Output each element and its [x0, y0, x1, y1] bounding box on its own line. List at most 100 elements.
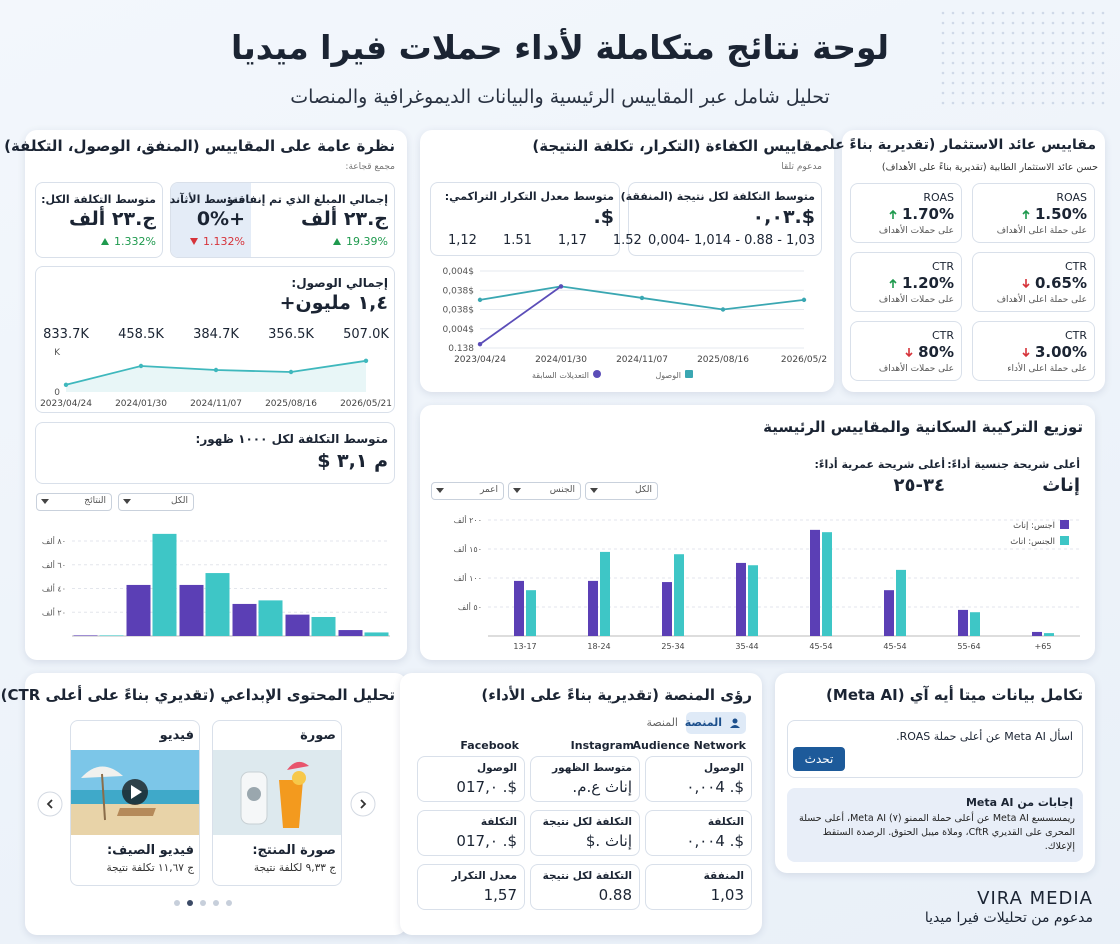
roi-value-row: 3.00%: [1021, 343, 1087, 361]
delta-row: 1.132%: [189, 235, 245, 248]
delta-row: 19.39%: [332, 235, 388, 248]
trend-arrow: [889, 209, 897, 219]
trend-arrow: [190, 238, 199, 245]
cell-value: $. ٠,٠٠4: [686, 832, 744, 850]
panel-title: نظرة عامة على المقاييس (المنفق، الوصول، …: [4, 137, 395, 155]
stat-value: +0%: [196, 208, 245, 230]
dropdown-label: النتائج: [84, 496, 106, 506]
panel-subtitle: مجمع قجاعة:: [345, 162, 395, 172]
roi-card: [972, 183, 1095, 243]
point: [138, 363, 144, 369]
trend-arrow: [905, 347, 913, 357]
cell-value: إناث ع.م.: [572, 778, 632, 796]
icon-head: [732, 718, 738, 724]
x-tick-label: 13-17: [513, 642, 536, 651]
y-tick-label: ٥٠ ألف: [458, 602, 482, 612]
roi-value-row: 1.50%: [1021, 205, 1087, 223]
x-tick-label: +65: [1035, 642, 1052, 651]
trend-triangle: [190, 238, 199, 245]
platform-cell: [645, 864, 752, 910]
breakdown-row: 1,12 1.51 1,17 1.52: [448, 233, 642, 248]
brand: VIRA MEDIA: [977, 888, 1093, 909]
bar: [884, 590, 894, 636]
stat-label: أعلى شريحة جنسية أداءً:: [947, 458, 1080, 471]
bar: [588, 580, 598, 636]
area-fill: [66, 360, 366, 392]
x-tick-label: 45-54: [809, 642, 832, 651]
bar: [822, 532, 832, 636]
x-tick-label: 2023/04/24: [454, 355, 506, 365]
panel-subtitle: مدعوم تلقا: [781, 162, 822, 172]
panel-title: مقاييس الكفاءة (التكرار، تكلفة النتيجة): [532, 137, 822, 155]
roi-note: على حملة اعلى الأداء: [1007, 364, 1087, 374]
bar: [364, 632, 389, 636]
creative-image: [213, 750, 341, 835]
umbrella: [287, 761, 309, 770]
dropdown-chevron: [41, 499, 49, 504]
trend-arrow: [1022, 278, 1030, 288]
point: [477, 341, 483, 347]
bar: [152, 533, 177, 636]
trend-arrow-shape: [889, 278, 897, 288]
arrow-circle: [37, 791, 63, 817]
arrow-chevron: [46, 799, 53, 809]
trend-arrow: [101, 238, 110, 245]
column-label: 833.7K: [43, 327, 89, 342]
roi-label: CTR: [931, 329, 954, 342]
breakdown-item: 1,17: [557, 233, 587, 248]
y-tick-label: ٢٠٠ ألف: [454, 515, 482, 525]
x-tick-label: 2024/01/30: [535, 355, 587, 365]
roi-label: CTR: [1064, 329, 1087, 342]
cpm-value: م ٣,١ $: [317, 450, 388, 472]
point: [801, 297, 807, 303]
legend-swatch: [685, 370, 693, 378]
legend-label: الجنس: اناث: [1010, 537, 1055, 547]
creative-type: صورة: [300, 728, 336, 743]
roi-value: 1.70%: [901, 205, 954, 223]
point: [288, 369, 294, 375]
roi-card: [850, 321, 962, 381]
cell-value: 0.88: [598, 886, 632, 904]
highlight-area: [171, 183, 251, 257]
play-icon: [131, 785, 142, 799]
column-label: 356.5K: [268, 327, 314, 342]
stat-value: ج.٢٣ ألف: [68, 208, 156, 230]
roi-note: على حملة اعلى الأهداف: [996, 295, 1087, 305]
ask-button[interactable]: تحدث: [793, 747, 845, 771]
trend-arrow-shape: [1022, 209, 1030, 219]
cell-label: معدل التكرار: [451, 870, 517, 882]
bar: [338, 630, 363, 636]
panel-subtitle: حسن عائد الاستثمار الطابية (تقديرية بناء…: [881, 162, 1098, 173]
answer-title: إجابات من Meta AI: [965, 796, 1073, 809]
carousel-dot: [200, 900, 206, 906]
cell-value: $. ٠,017: [456, 832, 517, 850]
trend-triangle: [101, 238, 110, 245]
point: [639, 295, 645, 301]
legend-swatch: [593, 370, 601, 378]
legend-label: التعديلات السابقة: [532, 371, 589, 380]
dropdown-chevron: [513, 488, 521, 493]
chevron: [513, 488, 521, 493]
dropdown-label: الجنس: [549, 485, 575, 495]
cell-value: إناث .$: [585, 832, 632, 850]
legend-swatch: [1060, 520, 1069, 529]
cell-label: الوصول: [477, 762, 517, 774]
bar: [1032, 631, 1042, 636]
bar: [311, 617, 336, 636]
arrow-circle: [350, 791, 376, 817]
platform-cell: [530, 864, 640, 910]
platform-cell: [530, 810, 640, 856]
reach-value: ١,٤ مليون+: [279, 292, 388, 314]
answer-box: [787, 788, 1083, 862]
x-tick-label: 2024/01/30: [115, 399, 167, 409]
carousel-dots: [174, 900, 232, 906]
trend-arrow-shape: [1022, 278, 1030, 288]
glass: [279, 780, 303, 828]
platform-cell: [645, 756, 752, 802]
point: [558, 284, 564, 289]
stat-label: أعلى شريحة عمرية أداءً:: [814, 458, 945, 471]
y-tick-label: 0,004$: [443, 325, 475, 335]
x-tick-label: 2024/11/07: [190, 399, 242, 409]
delta-row: 1.332%: [100, 235, 156, 248]
